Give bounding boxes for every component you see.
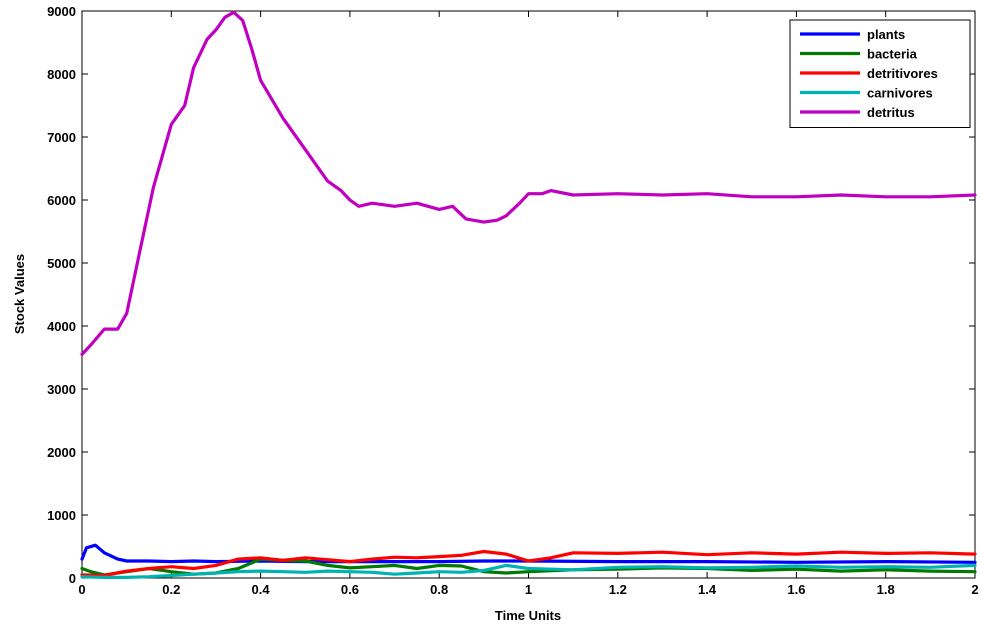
series-line-bacteria [80,557,977,577]
legend-label-detritus: detritus [867,105,915,120]
x-tick-label: 0 [78,582,85,597]
x-tick-label: 2 [971,582,978,597]
x-tick-label: 0.2 [162,582,180,597]
legend-label-plants: plants [867,27,905,42]
y-tick-label: 9000 [47,4,76,19]
series-line-detritivores [80,549,977,578]
legend-label-carnivores: carnivores [867,86,933,101]
x-tick-label: 0.8 [430,582,448,597]
x-tick-label: 1 [525,582,532,597]
x-axis: 0 0.2 0.4 0.6 0.8 1 1.2 1.4 1.6 1.8 2 [78,11,979,597]
x-tick-label: 0.4 [252,582,271,597]
series-line-carnivores [80,563,977,580]
y-tick-label: 7000 [47,130,76,145]
legend: plants bacteria detritivores carnivores detr… [789,19,971,128]
x-tick-label: 1.6 [787,582,805,597]
y-tick-label: 5000 [47,256,76,271]
series-line-detritus [80,10,977,356]
y-tick-label: 1000 [47,508,76,523]
x-tick-label: 1.2 [609,582,627,597]
y-tick-label: 4000 [47,319,76,334]
series-layer [80,10,977,580]
y-tick-label: 3000 [47,382,76,397]
legend-label-bacteria: bacteria [867,47,918,62]
legend-label-detritivores: detritivores [867,66,938,81]
y-tick-label: 6000 [47,193,76,208]
y-tick-label: 2000 [47,445,76,460]
x-axis-label: Time Units [495,608,561,623]
y-tick-label: 8000 [47,67,76,82]
y-tick-label: 0 [69,571,76,586]
y-axis: 0 1000 2000 3000 4000 5000 6000 7000 8000 9000 [47,4,975,586]
x-tick-label: 0.6 [341,582,359,597]
y-axis-label: Stock Values [12,254,27,334]
x-tick-label: 1.8 [877,582,895,597]
x-tick-label: 1.4 [698,582,717,597]
